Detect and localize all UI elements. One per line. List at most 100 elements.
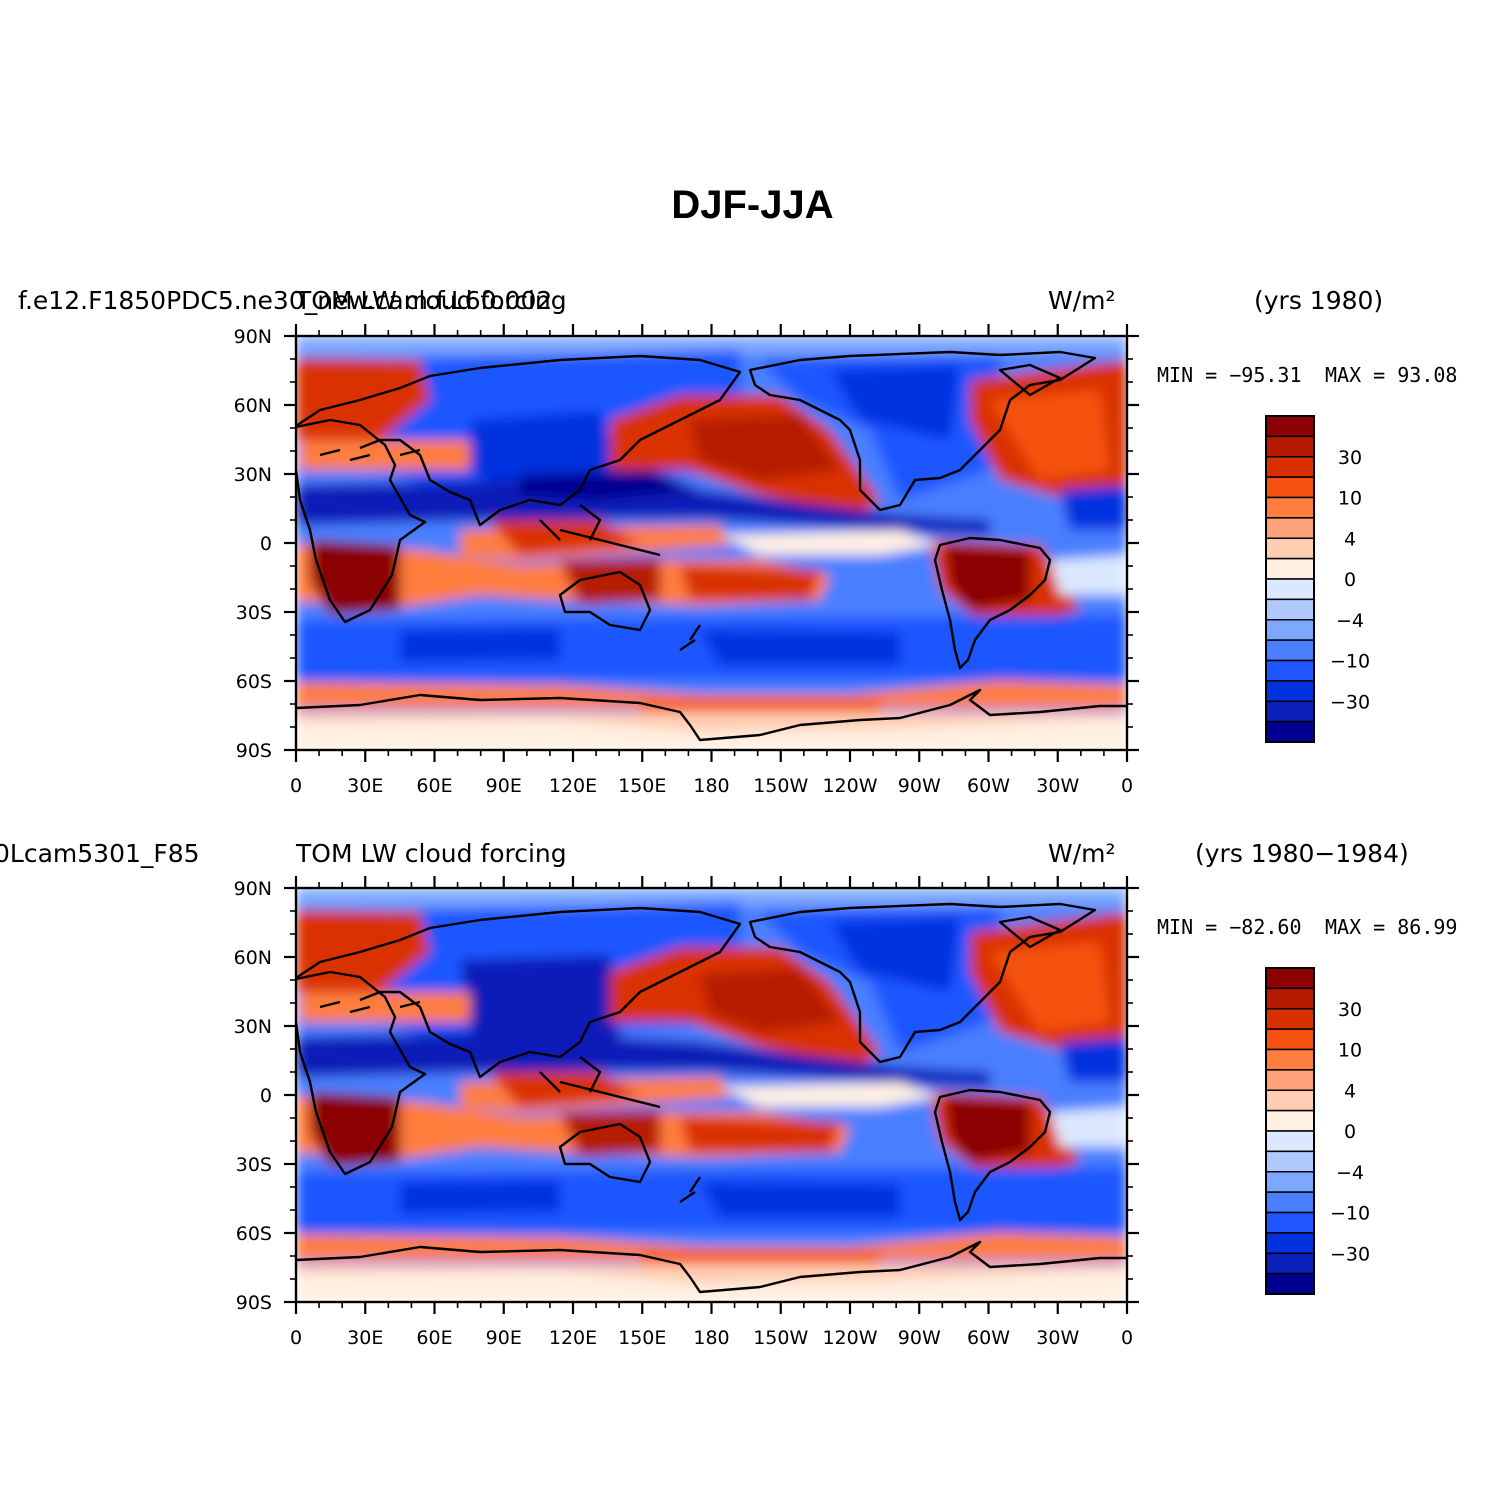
- panel2-lon-label: 0: [1121, 1327, 1133, 1349]
- panel1-colorbar-swatch: [1265, 456, 1315, 478]
- panel2-lon-label: 120E: [549, 1327, 597, 1349]
- panel1-max-label: MAX = 93.08: [1325, 363, 1458, 387]
- panel1-lon-label: 120W: [822, 775, 877, 797]
- panel1-lon-label: 0: [1121, 775, 1133, 797]
- panel2-min-label: MIN = −82.60: [1157, 915, 1302, 939]
- panel1-colorbar-label: −30: [1330, 691, 1370, 713]
- panel1-colorbar-swatch: [1265, 435, 1315, 458]
- panel1-lat-label: 90S: [236, 740, 272, 762]
- panel1-lon-label: 60W: [967, 775, 1010, 797]
- panel1-colorbar-swatch: [1265, 700, 1315, 723]
- panel1-lat-label: 60S: [236, 671, 272, 693]
- panel2-lat-label: 30S: [236, 1154, 272, 1176]
- panel1-map: [296, 336, 1127, 750]
- panel2-max-label: MAX = 86.99: [1325, 915, 1458, 939]
- panel2-case-name: 0Lcam5301_F85: [0, 839, 200, 868]
- panel1-min-label: MIN = −95.31: [1157, 363, 1302, 387]
- panel1-lon-label: 120E: [549, 775, 597, 797]
- panel1-colorbar-swatch: [1265, 680, 1315, 702]
- panel2-colorbar-swatch: [1265, 1089, 1315, 1112]
- panel1-colorbar-swatch: [1265, 476, 1315, 499]
- panel1-case-name: f.e12.F1850PDC5.ne30_new.cam.f.L60.002: [18, 286, 553, 315]
- panel2-lon-label: 0: [290, 1327, 302, 1349]
- panel1-lon-label: 90E: [486, 775, 522, 797]
- panel2-lat-label: 30N: [234, 1016, 272, 1038]
- panel1-colorbar-swatch: [1265, 496, 1315, 519]
- panel1-lon-label: 30W: [1036, 775, 1079, 797]
- panel1-lon-label: 150E: [618, 775, 666, 797]
- panel2-lon-label: 120W: [822, 1327, 877, 1349]
- panel2-lon-label: 30W: [1036, 1327, 1079, 1349]
- panel1-colorbar-swatch: [1265, 598, 1315, 621]
- panel2-colorbar-label: 30: [1338, 999, 1362, 1021]
- panel1-colorbar-swatch: [1265, 659, 1315, 682]
- panel2-colorbar-swatch: [1265, 1252, 1315, 1275]
- panel2-colorbar-frame: [1265, 967, 1315, 1295]
- panel2-colorbar-label: 0: [1344, 1121, 1356, 1143]
- figure-title: DJF-JJA: [671, 183, 834, 227]
- panel2-colorbar-swatch: [1265, 1150, 1315, 1173]
- panel2-colorbar-swatch: [1265, 1048, 1315, 1071]
- panel1-colorbar-label: 4: [1344, 528, 1356, 550]
- panel2-map: [296, 888, 1127, 1302]
- panel2-colorbar: 30 10 4 0 −4 −10 −30: [1265, 967, 1370, 1295]
- panel2-colorbar-swatch: [1265, 1028, 1315, 1051]
- panel2-colorbar-swatch: [1265, 1211, 1315, 1234]
- panel1-lat-label: 90N: [234, 326, 272, 348]
- panel1-colorbar-swatch: [1265, 557, 1315, 580]
- panel2-lat-label: 90N: [234, 878, 272, 900]
- panel2-lon-label: 90W: [898, 1327, 941, 1349]
- panel2-coastlines: [296, 902, 1127, 1294]
- panel2-colorbar-swatch: [1265, 1069, 1315, 1091]
- panel2-lon-label: 60E: [416, 1327, 452, 1349]
- panel1-colorbar-swatch: [1265, 415, 1315, 438]
- panel1-years: (yrs 1980): [1254, 286, 1384, 315]
- panel1-colorbar-label: −4: [1336, 610, 1364, 632]
- panel1-colorbar-label: 30: [1338, 447, 1362, 469]
- panel2-colorbar-label: 4: [1344, 1080, 1356, 1102]
- panel1-lat-label: 0: [260, 533, 272, 555]
- panel2-colorbar-swatch: [1265, 967, 1315, 990]
- panel2-colorbar-label: 10: [1338, 1040, 1362, 1062]
- panel2-axis-ticks: 90N 60N 30N 0 30S 60S 90S 0 30E 60E 90E 120E 150E 180…: [234, 876, 1139, 1349]
- panel1-variable: TOM LW cloud forcing: [296, 286, 567, 315]
- panel1-colorbar: 30 10 4 0 −4 −10 −30: [1265, 415, 1370, 743]
- panel2-colorbar-swatch: [1265, 1272, 1315, 1295]
- panel2-lon-label: 60W: [967, 1327, 1010, 1349]
- panel2-years: (yrs 1980−1984): [1195, 839, 1409, 868]
- panel1-colorbar-label: −10: [1330, 651, 1370, 673]
- panel1-colorbar-label: 0: [1344, 569, 1356, 591]
- panel2-lat-label: 0: [260, 1085, 272, 1107]
- panel2-field: [296, 888, 1127, 1302]
- panel1-colorbar-swatch: [1265, 720, 1315, 743]
- panel2-colorbar-swatch: [1265, 1008, 1315, 1030]
- panel2-variable: TOM LW cloud forcing: [296, 839, 567, 868]
- panel2-colorbar-swatch: [1265, 1191, 1315, 1214]
- panel1-lat-label: 30S: [236, 602, 272, 624]
- panel2-lon-label: 150E: [618, 1327, 666, 1349]
- panel2-colorbar-swatch: [1265, 1232, 1315, 1254]
- panel2-colorbar-swatch: [1265, 1109, 1315, 1132]
- panel1-lon-label: 30E: [347, 775, 383, 797]
- panel2-colorbar-swatch: [1265, 1171, 1315, 1193]
- panel1-lat-label: 30N: [234, 464, 272, 486]
- panel2-colorbar-label: −30: [1330, 1243, 1370, 1265]
- panel1-field: [296, 336, 1127, 750]
- panel1-colorbar-swatch: [1265, 517, 1315, 539]
- panel1-lon-label: 0: [290, 775, 302, 797]
- panel1-colorbar-frame: [1265, 415, 1315, 743]
- panel1-lat-label: 60N: [234, 395, 272, 417]
- panel2-lon-label: 150W: [753, 1327, 808, 1349]
- panel2-colorbar-label: −10: [1330, 1203, 1370, 1225]
- panel2-units: W/m²: [1048, 839, 1116, 868]
- panel2-colorbar-swatch: [1265, 1130, 1315, 1153]
- panel2-lon-label: 30E: [347, 1327, 383, 1349]
- panel1-lon-label: 90W: [898, 775, 941, 797]
- panel1-coastlines: [296, 350, 1127, 742]
- panel1-lon-label: 60E: [416, 775, 452, 797]
- panel2-lat-label: 60N: [234, 947, 272, 969]
- panel1-colorbar-swatch: [1265, 619, 1315, 641]
- panel2-colorbar-swatch: [1265, 987, 1315, 1010]
- panel2-lat-label: 90S: [236, 1292, 272, 1314]
